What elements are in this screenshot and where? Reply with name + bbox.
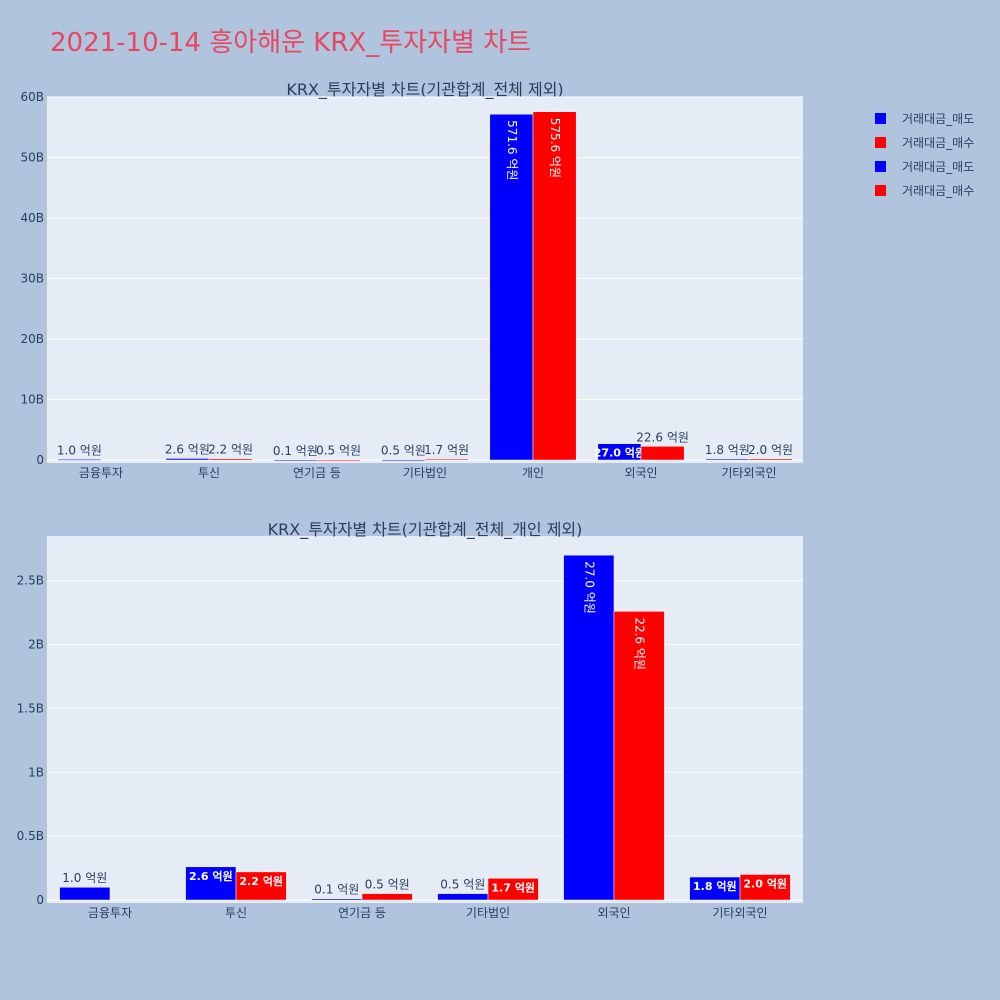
bar	[532, 111, 577, 461]
data-label: 1.7 억원	[491, 880, 535, 894]
legend[interactable]: 거래대금_매도 거래대금_매수 거래대금_매도 거래대금_매수	[875, 106, 974, 202]
y-tick-label: 20B	[20, 332, 44, 346]
chart-subtitle: KRX_투자자별 차트(기관합계_전체_개인 제외)	[268, 520, 583, 540]
data-label: 2.0 억원	[748, 443, 793, 457]
legend-item[interactable]: 거래대금_매수	[875, 130, 974, 154]
y-tick-label: 0	[36, 453, 44, 467]
data-label: 22.6 억원	[633, 617, 647, 670]
bar	[487, 878, 539, 901]
x-tick-label: 금융투자	[79, 466, 123, 480]
x-tick-label: 연기금 등	[293, 466, 341, 480]
legend-swatch	[875, 112, 886, 124]
legend-swatch	[875, 136, 886, 148]
y-tick-label: 50B	[20, 151, 44, 165]
legend-swatch	[875, 160, 886, 172]
y-tick-label: 1B	[28, 765, 44, 779]
data-label: 27.0 억원	[594, 446, 645, 460]
data-label: 571.6 억원	[505, 120, 519, 180]
bar	[59, 886, 111, 901]
x-tick-label: 외국인	[597, 906, 630, 920]
x-tick-label: 투신	[225, 906, 247, 920]
legend-item[interactable]: 거래대금_매도	[875, 106, 974, 130]
data-label: 0.5 억원	[365, 878, 410, 892]
legend-item[interactable]: 거래대금_매도	[875, 154, 974, 178]
x-tick-label: 개인	[522, 466, 544, 480]
data-label: 2.0 억원	[743, 876, 787, 890]
bar	[208, 458, 253, 461]
y-tick-label: 0	[36, 893, 44, 907]
data-label: 2.6 억원	[165, 442, 210, 456]
y-tick-label: 30B	[20, 272, 44, 286]
data-label: 2.2 억원	[208, 443, 253, 457]
bar	[424, 458, 469, 461]
legend-item[interactable]: 거래대금_매수	[875, 178, 974, 202]
data-label: 0.5 억원	[316, 444, 361, 458]
y-tick-label: 60B	[20, 90, 44, 104]
x-tick-label: 투신	[198, 466, 220, 480]
bar	[381, 459, 426, 461]
page-title: 2021-10-14 흥아해운 KRX_투자자별 차트	[50, 28, 532, 58]
legend-swatch	[875, 184, 886, 196]
bar	[273, 459, 318, 462]
y-tick-label: 1.5B	[17, 701, 44, 715]
data-label: 2.2 억원	[239, 874, 283, 888]
bar	[316, 459, 361, 461]
bar	[489, 113, 534, 461]
bar	[437, 893, 489, 901]
bar	[185, 866, 237, 901]
y-tick-label: 0.5B	[17, 829, 44, 843]
data-label: 0.5 억원	[440, 878, 485, 892]
data-label: 1.0 억원	[62, 871, 107, 885]
y-tick-label: 10B	[20, 393, 44, 407]
bar	[705, 458, 750, 461]
data-label: 0.1 억원	[314, 883, 359, 897]
bar	[235, 871, 287, 901]
legend-label: 거래대금_매수	[902, 183, 975, 198]
x-tick-label: 기타외국인	[712, 906, 767, 920]
data-label: 0.5 억원	[381, 444, 426, 458]
bar	[361, 893, 413, 901]
bar	[640, 446, 685, 461]
y-tick-label: 40B	[20, 211, 44, 225]
y-tick-label: 2B	[28, 638, 44, 652]
x-tick-label: 기타외국인	[721, 466, 776, 480]
legend-label: 거래대금_매도	[902, 111, 975, 126]
bar	[57, 459, 102, 461]
x-tick-label: 연기금 등	[338, 906, 386, 920]
y-tick-label: 2.5B	[17, 574, 44, 588]
bar	[748, 458, 793, 461]
bar	[563, 554, 615, 901]
legend-label: 거래대금_매도	[902, 159, 975, 174]
legend-label: 거래대금_매수	[902, 135, 975, 150]
data-label: 0.1 억원	[273, 444, 318, 458]
bar	[739, 874, 791, 901]
data-label: 2.6 억원	[189, 869, 233, 883]
x-tick-label: 기타법인	[403, 466, 447, 480]
data-label: 1.8 억원	[693, 879, 737, 893]
x-tick-label: 기타법인	[466, 906, 510, 920]
data-label: 1.7 억원	[424, 443, 469, 457]
data-label: 575.6 억원	[548, 118, 562, 178]
plot-area	[47, 97, 803, 463]
data-label: 27.0 억원	[582, 561, 596, 614]
chart-subtitle: KRX_투자자별 차트(기관합계_전체 제외)	[286, 80, 563, 100]
plot-area	[47, 536, 803, 903]
data-label: 22.6 억원	[636, 430, 689, 444]
x-tick-label: 금융투자	[88, 906, 132, 920]
data-label: 1.8 억원	[705, 443, 750, 457]
bar	[165, 458, 210, 461]
bar	[613, 611, 665, 901]
x-tick-label: 외국인	[624, 466, 657, 480]
data-label: 1.0 억원	[57, 443, 102, 457]
bar	[311, 898, 363, 901]
